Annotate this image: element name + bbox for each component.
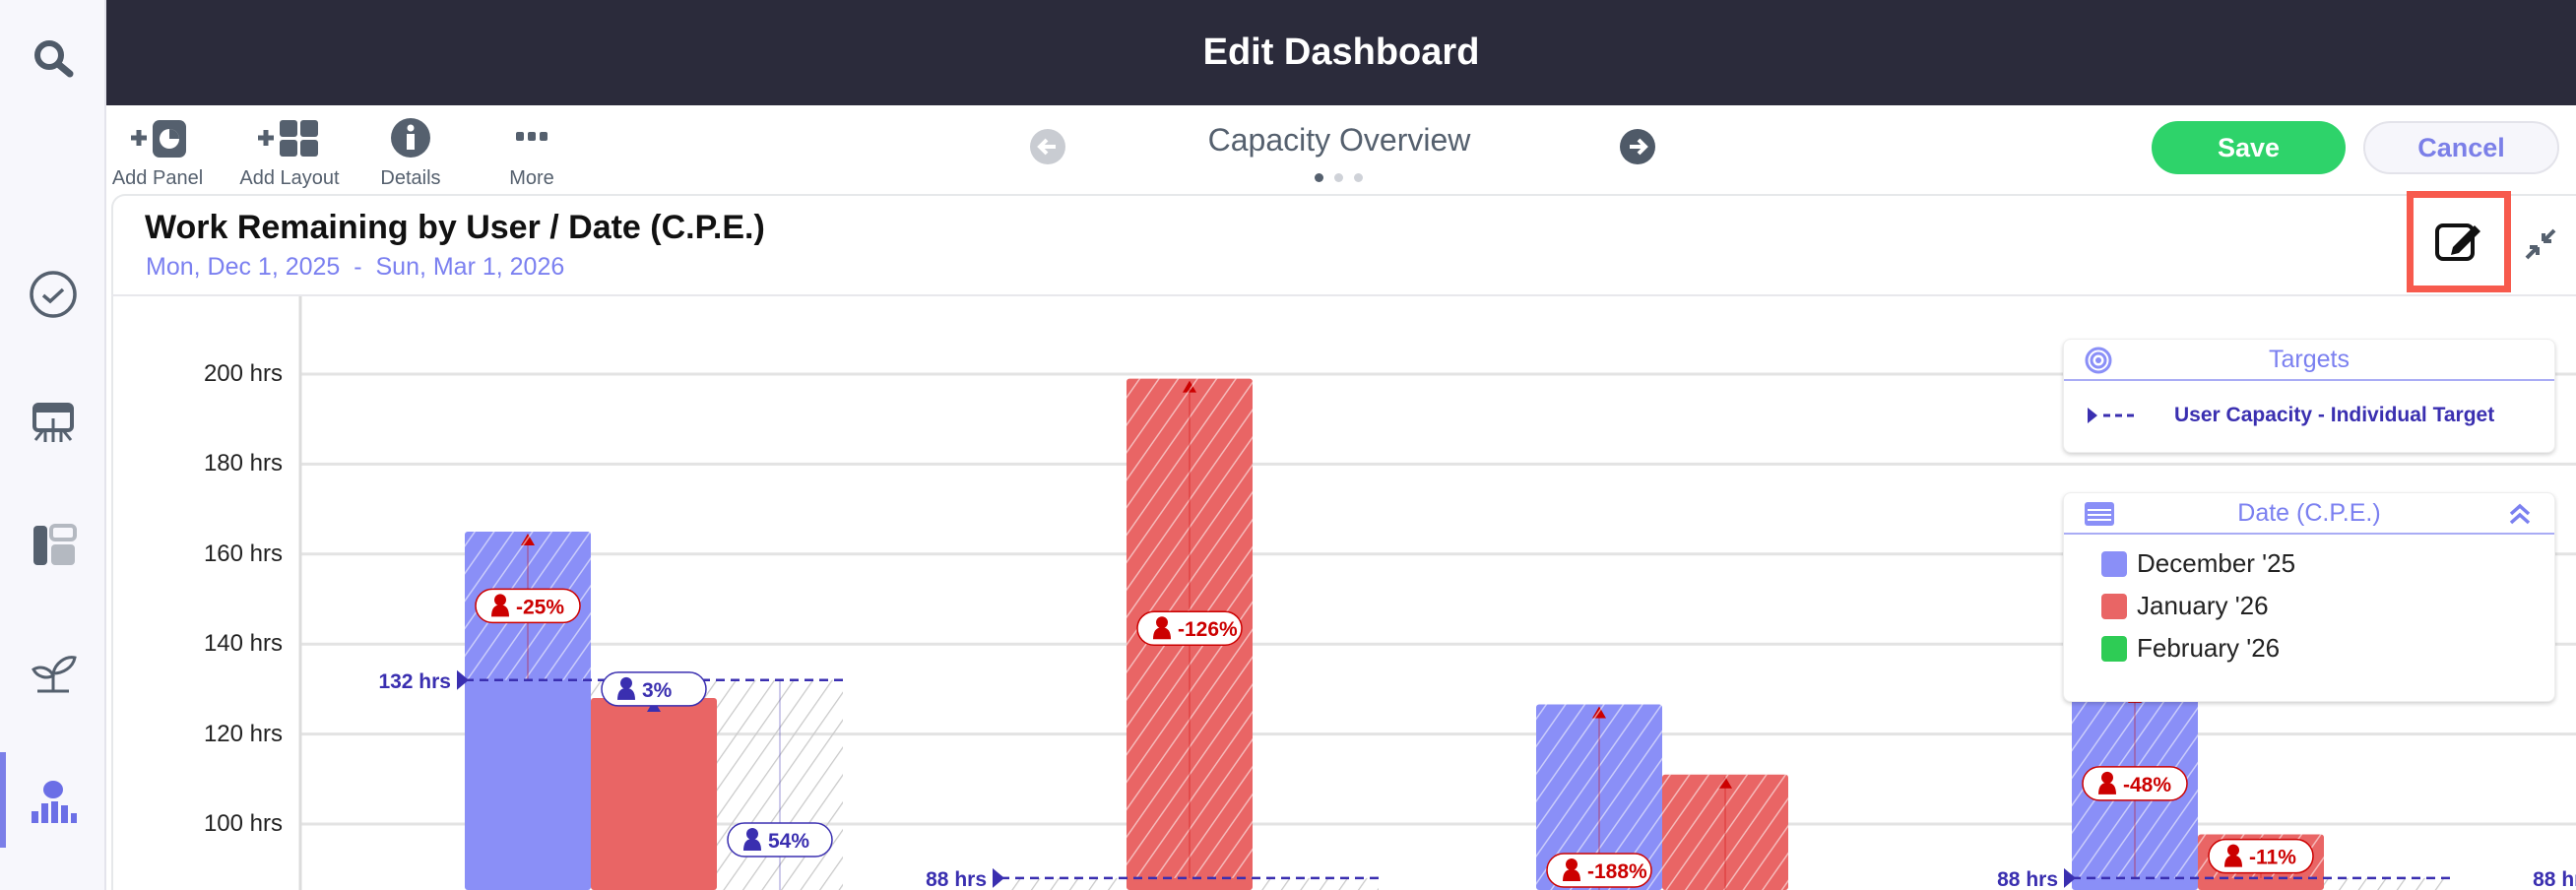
variance-label: 54% [768, 830, 809, 853]
user-icon [1153, 627, 1171, 640]
add-layout-label: Add Layout [239, 167, 340, 189]
details-label: Details [380, 167, 441, 189]
info-icon [391, 118, 430, 158]
more-button[interactable]: More [473, 116, 591, 189]
user-icon [494, 594, 506, 606]
page-dot-1[interactable] [1315, 173, 1323, 182]
user-icon [1563, 869, 1580, 881]
user-icon [1566, 858, 1578, 870]
bar-chart: 132 hrs 88 hrs 88 hrs 88 hrs -25% 3% 54% -126% -… [298, 296, 2576, 890]
y-tick-label: 120 hrs [203, 720, 283, 747]
cancel-button[interactable]: Cancel [2363, 121, 2559, 174]
variance-label: -48% [2123, 774, 2171, 796]
presentation-board-icon[interactable] [24, 393, 83, 452]
more-label: More [509, 167, 554, 189]
active-indicator [0, 752, 6, 848]
panel-date-range: Mon, Dec 1, 2025 - Sun, Mar 1, 2026 [146, 253, 564, 282]
target-label: 88 hrs [2533, 868, 2576, 890]
target-marker [457, 669, 469, 690]
sprout-icon[interactable] [24, 644, 83, 703]
targets-legend-title: Targets [2269, 345, 2350, 373]
collapse-chevron-icon[interactable] [2507, 501, 2533, 527]
page-dot-2[interactable] [1334, 173, 1343, 182]
user-chart-icon[interactable] [24, 772, 83, 831]
date-legend-title: Date (C.P.E.) [2237, 498, 2381, 527]
add-layout-button[interactable]: Add Layout [230, 116, 349, 189]
y-tick-label: 200 hrs [203, 360, 283, 387]
user-icon [2101, 771, 2113, 784]
add-layout-icon [258, 120, 318, 157]
bar [591, 698, 717, 890]
shortfall-hatch [2324, 877, 2450, 890]
save-button[interactable]: Save [2152, 121, 2346, 174]
date-separator: - [354, 253, 362, 281]
panel-title: Work Remaining by User / Date (C.P.E.) [145, 209, 765, 246]
target-marker [993, 867, 1004, 888]
details-button[interactable]: Details [352, 116, 470, 189]
legend-target-label: User Capacity - Individual Target [2174, 404, 2495, 426]
next-arrow-icon[interactable] [1619, 128, 1656, 165]
legend-target-item[interactable]: User Capacity - Individual Target [2064, 381, 2554, 450]
user-icon [617, 687, 635, 700]
add-panel-icon [131, 120, 186, 158]
add-panel-button[interactable]: Add Panel [98, 116, 217, 189]
y-tick-label: 180 hrs [203, 450, 283, 477]
layout-icon[interactable] [24, 516, 83, 575]
legend-swatch [2101, 593, 2127, 619]
user-icon [746, 827, 758, 840]
target-label: 132 hrs [378, 670, 451, 693]
y-tick-label: 140 hrs [203, 630, 283, 658]
user-icon [743, 838, 761, 851]
legend-item[interactable]: February '26 [2064, 627, 2554, 669]
edit-panel-button[interactable] [2407, 191, 2511, 292]
user-icon [2224, 855, 2242, 867]
legend-label: January '26 [2137, 591, 2269, 620]
variance-label: 3% [642, 679, 673, 702]
legend-label: December '25 [2137, 548, 2296, 578]
header: Edit Dashboard [106, 0, 2576, 105]
chart-panel [111, 194, 2576, 890]
legend-item[interactable]: December '25 [2064, 542, 2554, 585]
variance-label: -126% [1178, 618, 1238, 641]
user-icon [2098, 782, 2116, 795]
legend-item[interactable]: January '26 [2064, 585, 2554, 627]
shortfall-hatch [1000, 877, 1127, 890]
y-tick-label: 100 hrs [203, 810, 283, 837]
target-marker [2064, 867, 2076, 888]
target-label: 88 hrs [926, 868, 987, 890]
variance-label: -188% [1587, 860, 1647, 883]
sidebar [0, 0, 106, 890]
target-label: 88 hrs [1997, 868, 2058, 890]
more-dots-icon [516, 132, 547, 141]
edit-icon [2435, 223, 2480, 261]
check-circle-icon[interactable] [24, 265, 83, 324]
header-title: Edit Dashboard [1202, 32, 1480, 73]
dashboard-name: Capacity Overview [1207, 122, 1471, 158]
divider [111, 294, 2576, 296]
date-end: Sun, Mar 1, 2026 [375, 253, 565, 281]
page-dot-3[interactable] [1354, 173, 1363, 182]
variance-label: -11% [2249, 847, 2296, 869]
user-icon [491, 604, 509, 617]
legend-label: February '26 [2137, 633, 2281, 663]
y-tick-label: 160 hrs [203, 540, 283, 567]
search-icon[interactable] [24, 30, 83, 89]
legend-swatch [2101, 635, 2127, 662]
user-icon [2227, 844, 2239, 857]
shortfall-hatch [1253, 877, 1379, 890]
targets-legend: Targets User Capacity - Individual Targe… [2063, 339, 2555, 453]
legend-swatch [2101, 550, 2127, 577]
calendar-list-icon [2085, 502, 2114, 526]
add-panel-label: Add Panel [111, 167, 204, 189]
user-icon [1156, 616, 1168, 629]
target-icon [2085, 347, 2112, 374]
user-icon [620, 676, 632, 689]
variance-label: -25% [516, 596, 564, 618]
date-start: Mon, Dec 1, 2025 [146, 253, 341, 281]
target-marker-icon [2088, 408, 2137, 423]
prev-arrow-icon[interactable] [1029, 128, 1066, 165]
collapse-icon[interactable] [2523, 226, 2558, 262]
date-legend: Date (C.P.E.) December '25 January '26 Feb… [2063, 492, 2555, 702]
